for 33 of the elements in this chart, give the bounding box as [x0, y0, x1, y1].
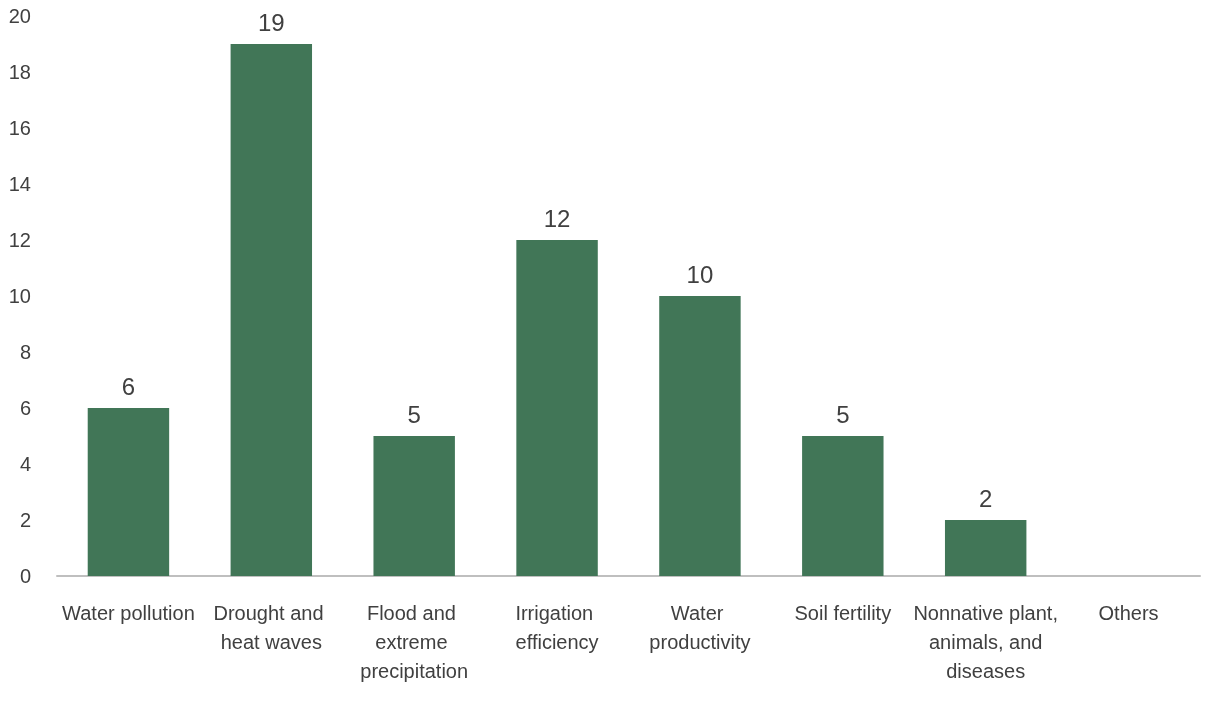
x-tick-label: Drought and heat waves	[213, 601, 330, 653]
y-tick-label: 18	[8, 61, 31, 83]
y-tick-label: 0	[19, 565, 31, 587]
data-label: 12	[543, 204, 571, 232]
x-tick-label: Water pollution	[62, 601, 195, 624]
x-tick-label: Others	[1098, 601, 1159, 624]
bar	[802, 436, 884, 576]
data-label: 5	[836, 400, 850, 428]
x-tick-label: Water productivity	[649, 601, 751, 653]
data-label: 10	[686, 260, 714, 288]
bar	[373, 436, 455, 576]
data-label: 6	[121, 372, 136, 400]
x-tick-label: Soil fertility	[794, 601, 892, 624]
y-tick-label: 2	[19, 509, 31, 531]
y-tick-label: 6	[19, 397, 31, 419]
y-tick-label: 8	[19, 341, 31, 363]
x-tick-label: Flood and extreme precipitation	[360, 601, 469, 682]
y-tick-label: 12	[8, 229, 31, 251]
data-label: 2	[979, 484, 993, 512]
y-tick-label: 20	[8, 5, 31, 27]
bar	[87, 408, 170, 576]
y-tick-label: 16	[8, 117, 31, 139]
x-tick-label: Nonnative plant, animals, and diseases	[913, 601, 1058, 682]
bar	[230, 44, 313, 576]
bar	[659, 296, 741, 576]
data-label: 19	[257, 8, 285, 36]
bar	[516, 240, 598, 576]
y-tick-label: 10	[8, 285, 31, 307]
bar	[944, 520, 1027, 576]
data-label: 5	[407, 400, 421, 428]
x-tick-label: Irrigation efficiency	[515, 601, 599, 653]
y-tick-label: 14	[8, 173, 31, 195]
y-tick-label: 4	[19, 453, 31, 475]
